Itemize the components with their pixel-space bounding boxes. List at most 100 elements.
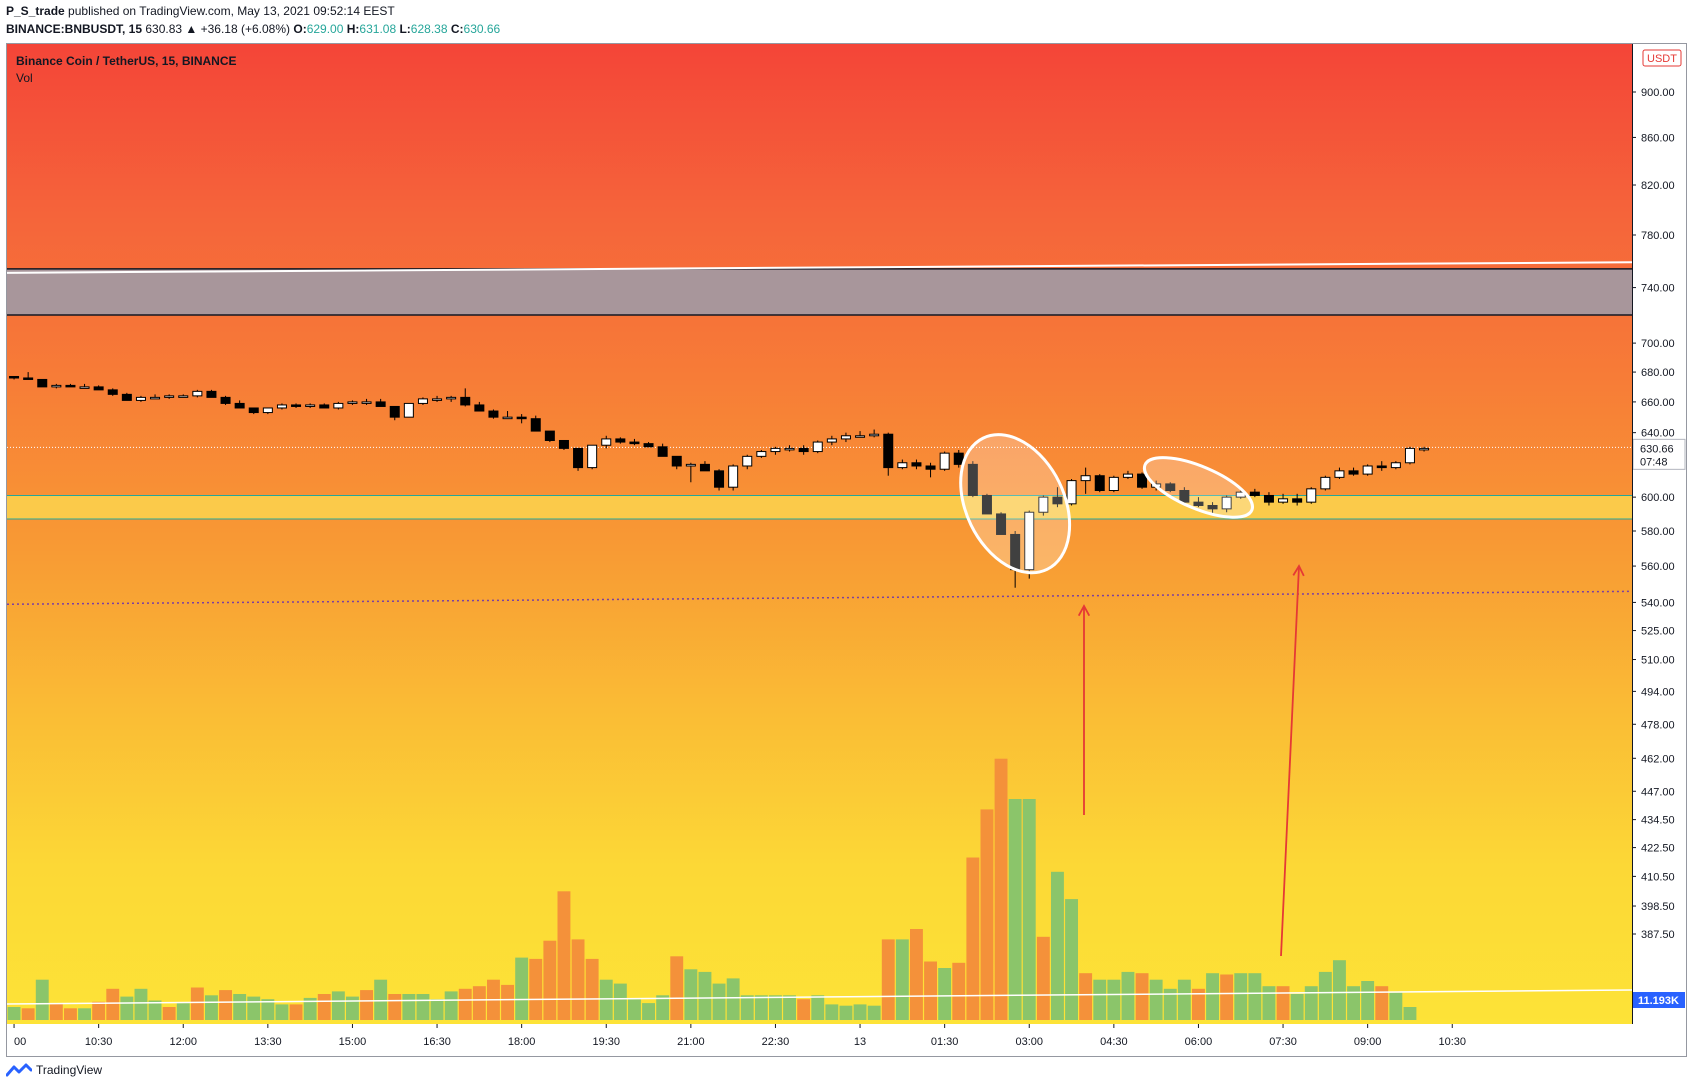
volume-bar	[1361, 981, 1375, 1020]
price-tick-label: 860.00	[1641, 132, 1675, 144]
candle-up	[685, 463, 696, 467]
candle-down	[530, 418, 541, 432]
candle-up	[178, 395, 189, 398]
candle-up	[79, 386, 90, 389]
candle-down	[121, 393, 132, 401]
candle-down	[1376, 465, 1387, 469]
volume-bar	[656, 995, 670, 1020]
price-tick-label: 600.00	[1641, 492, 1675, 504]
volume-bar	[148, 1000, 162, 1020]
highlight-ellipse-1	[959, 433, 1072, 575]
volume-bar	[571, 939, 585, 1020]
candle-up	[601, 438, 612, 446]
candle-up	[403, 402, 414, 418]
candle-up	[784, 447, 795, 451]
volume-bar	[205, 995, 218, 1020]
volume-bar	[7, 1007, 21, 1020]
candle-up	[276, 404, 287, 409]
volume-bar	[35, 979, 49, 1020]
candle-down	[1094, 475, 1105, 491]
volume-bar	[388, 994, 402, 1020]
high-value: 631.08	[359, 22, 397, 36]
time-tick-label: 13	[854, 1036, 866, 1048]
volume-bar	[1107, 979, 1121, 1020]
candle-down	[291, 404, 302, 407]
volume-bar	[49, 1003, 63, 1020]
candle-up	[192, 390, 203, 397]
candle-down	[23, 377, 34, 380]
volume-bar	[233, 994, 247, 1020]
volume-bar	[853, 1004, 867, 1020]
time-tick-label: 19:30	[592, 1036, 620, 1048]
chart-frame: 900.00 860.00 820.00 780.00 740.00 700.00 680.…	[6, 43, 1687, 1057]
tradingview-logo-icon	[6, 1063, 32, 1077]
price-tick-label: 447.00	[1641, 786, 1675, 798]
candle-up	[756, 451, 767, 457]
candle-down	[1193, 501, 1204, 506]
volume-bar	[92, 1001, 106, 1020]
time-scale-labels: 00 10:30 12:00 13:30 15:00 16:30 18:00 19:30 21:…	[13, 1024, 1466, 1048]
time-tick-label: 12:00	[169, 1036, 197, 1048]
chart-svg[interactable]: 900.00 860.00 820.00 780.00 740.00 700.00 680.…	[7, 44, 1686, 1056]
candle-down	[9, 375, 20, 379]
price-tick-label: 700.00	[1641, 338, 1675, 350]
volume-bar	[1022, 799, 1036, 1020]
price-tick-label: 740.00	[1641, 283, 1675, 295]
open-label: O:	[293, 22, 307, 36]
annotation-arrow-1-head	[1077, 604, 1091, 617]
volume-bar	[162, 1007, 176, 1020]
volume-bar	[78, 1008, 91, 1020]
volume-bar	[458, 988, 472, 1020]
price-tick-label: 398.50	[1641, 901, 1675, 913]
price-tick-label: 640.00	[1641, 428, 1675, 440]
candle-up	[1221, 496, 1232, 510]
candle-up	[897, 462, 908, 469]
volume-bar	[543, 940, 557, 1020]
volume-bar	[1036, 936, 1050, 1020]
footer-brand[interactable]: TradingView	[6, 1063, 102, 1077]
candle-up	[855, 435, 866, 438]
candle-down	[967, 463, 978, 496]
volume-bar	[1093, 979, 1107, 1020]
volume-bar	[585, 958, 599, 1020]
time-tick-label: 09:00	[1354, 1036, 1382, 1048]
candle-down	[474, 404, 485, 412]
candle-down	[516, 416, 527, 420]
candle-down	[981, 494, 992, 515]
price-scale-labels: 900.00 860.00 820.00 780.00 740.00 700.00 680.…	[1632, 87, 1675, 941]
candle-down	[911, 462, 922, 467]
author-name[interactable]: P_S_trade	[6, 4, 65, 18]
annotation-arrow-2-head	[1292, 564, 1305, 577]
candle-up	[770, 447, 781, 453]
candle-down	[389, 405, 400, 418]
volume-bar	[557, 891, 571, 1020]
candle-down	[1249, 491, 1260, 496]
candle-up	[1080, 475, 1091, 482]
volume-bar	[360, 990, 373, 1020]
volume-bar	[924, 961, 937, 1020]
symbol-label: BINANCE:BNBUSDT, 15	[6, 22, 143, 36]
volume-bar	[628, 999, 641, 1020]
volume-badge-text: 11.193K	[1638, 995, 1679, 1007]
time-tick-label: 01:30	[931, 1036, 959, 1048]
brand-name: TradingView	[36, 1063, 103, 1077]
volume-bar	[910, 929, 923, 1020]
candle-up	[728, 465, 739, 488]
volume-bar	[867, 1005, 881, 1020]
price-scale[interactable]	[1632, 44, 1686, 1024]
chart-plot-area[interactable]	[7, 44, 1632, 1024]
candle-up	[826, 438, 837, 443]
candle-up	[1362, 465, 1373, 475]
volume-bar	[740, 995, 754, 1020]
candle-up	[417, 398, 428, 404]
candle-down	[319, 404, 330, 409]
candle-down	[65, 384, 76, 388]
time-tick-label: 07:30	[1269, 1036, 1297, 1048]
candle-up	[361, 401, 372, 404]
volume-bar	[120, 996, 134, 1020]
volume-bar	[712, 983, 726, 1020]
volume-bar	[1051, 871, 1064, 1020]
candle-down	[544, 430, 555, 441]
resistance-trendline	[7, 261, 1633, 274]
candle-up	[587, 444, 598, 469]
